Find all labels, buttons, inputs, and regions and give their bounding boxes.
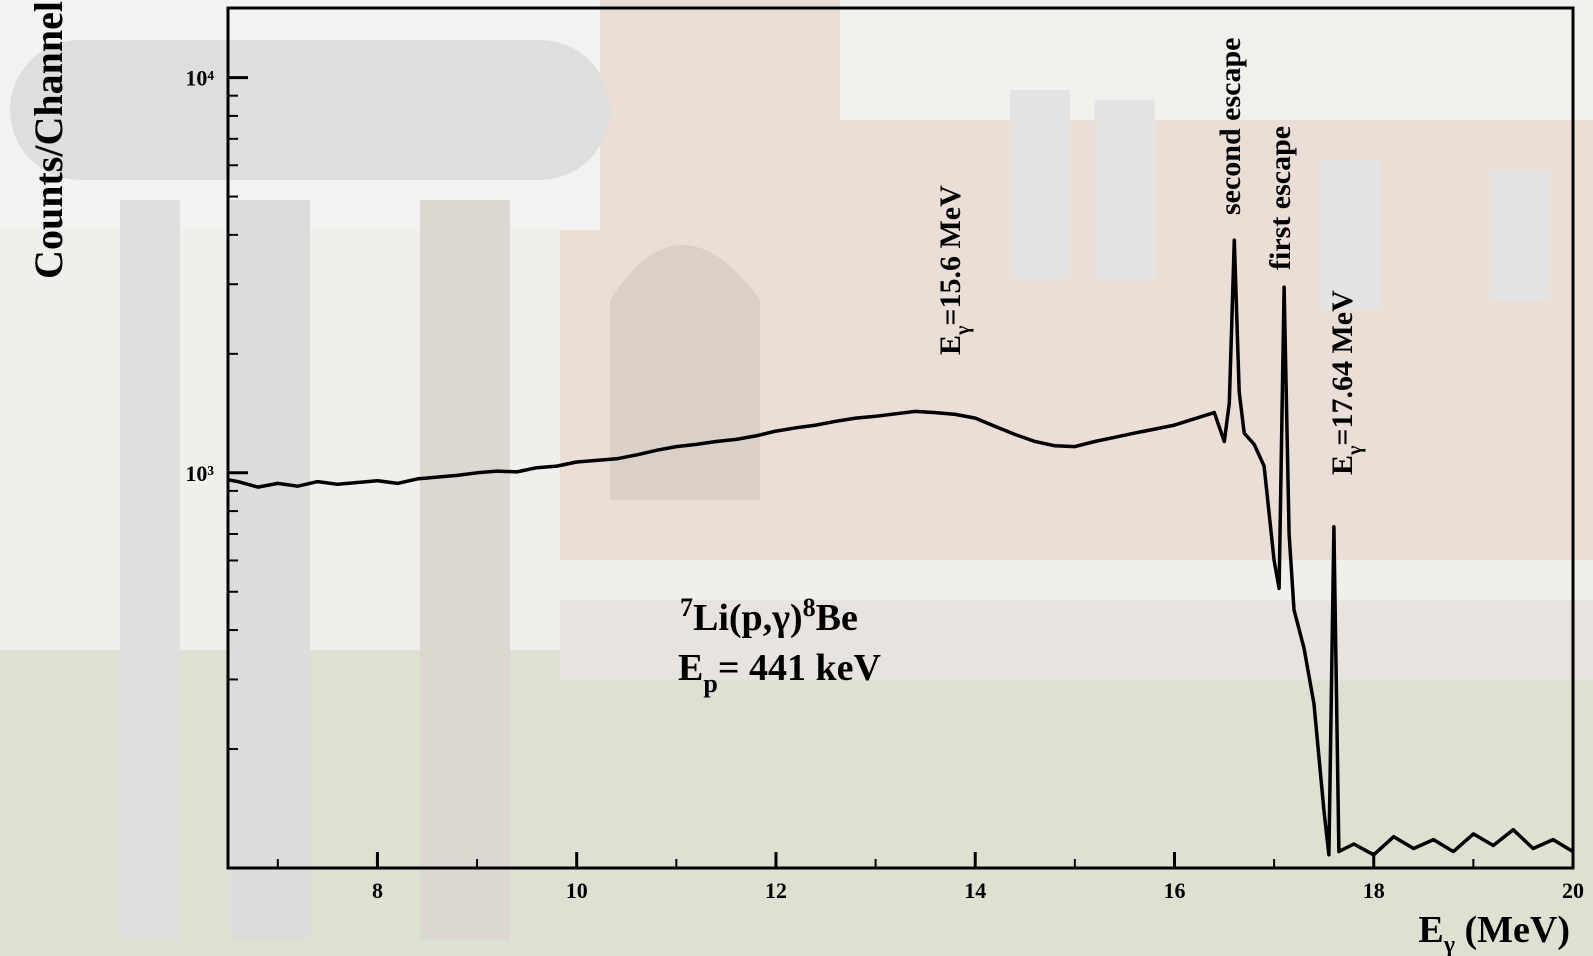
x-axis-label: Eγ (MeV) [1418,909,1570,956]
reaction-label-sup: 7 [680,593,693,622]
reaction-label-sup: 8 [803,593,816,622]
x-tick-label: 14 [964,878,986,903]
x-tick-label: 16 [1163,878,1185,903]
x-tick-label: 18 [1363,878,1385,903]
peak-annotation-sub: γ [1344,445,1366,456]
chart: Counts/Channel Eγ (MeV) 7Li(p,γ)8Be Ep= … [0,0,1593,956]
x-axis-label-sub: γ [1443,932,1455,956]
x-tick-label: 12 [765,878,787,903]
energy-label-rest: = 441 keV [718,647,882,689]
reaction-label-text: Li(p,γ) [693,597,803,639]
x-tick-label: 20 [1562,878,1584,903]
peak-annotation-text: first escape [1264,126,1297,270]
peak-annotation-sub: γ [952,325,974,336]
peak-annotation-main: E [934,335,967,355]
x-axis-label-rest: (MeV) [1455,909,1570,951]
energy-label-main: E [678,647,703,689]
x-tick-label: 8 [372,878,383,903]
peak-annotation-main: E [1326,455,1359,475]
peak-annotation: first escape [1264,126,1297,270]
x-tick-label: 10 [566,878,588,903]
y-tick-label: 10³ [185,461,214,486]
peak-annotation-rest: =17.64 MeV [1326,290,1359,446]
peak-annotation: second escape [1214,38,1247,215]
peak-annotation-text: second escape [1214,38,1247,215]
peak-annotation-rest: =15.6 MeV [934,185,967,326]
energy-label-sub: p [703,669,717,698]
y-axis-label: Counts/Channel [26,1,71,279]
y-tick-label: 10⁴ [185,66,214,91]
background-photo [0,0,1593,956]
reaction-label-text: Be [816,597,858,639]
reaction-label: 7Li(p,γ)8Be [680,593,858,639]
x-axis-label-main: E [1418,909,1443,951]
page: {"chart_data": { "type": "line", "title"… [0,0,1593,956]
